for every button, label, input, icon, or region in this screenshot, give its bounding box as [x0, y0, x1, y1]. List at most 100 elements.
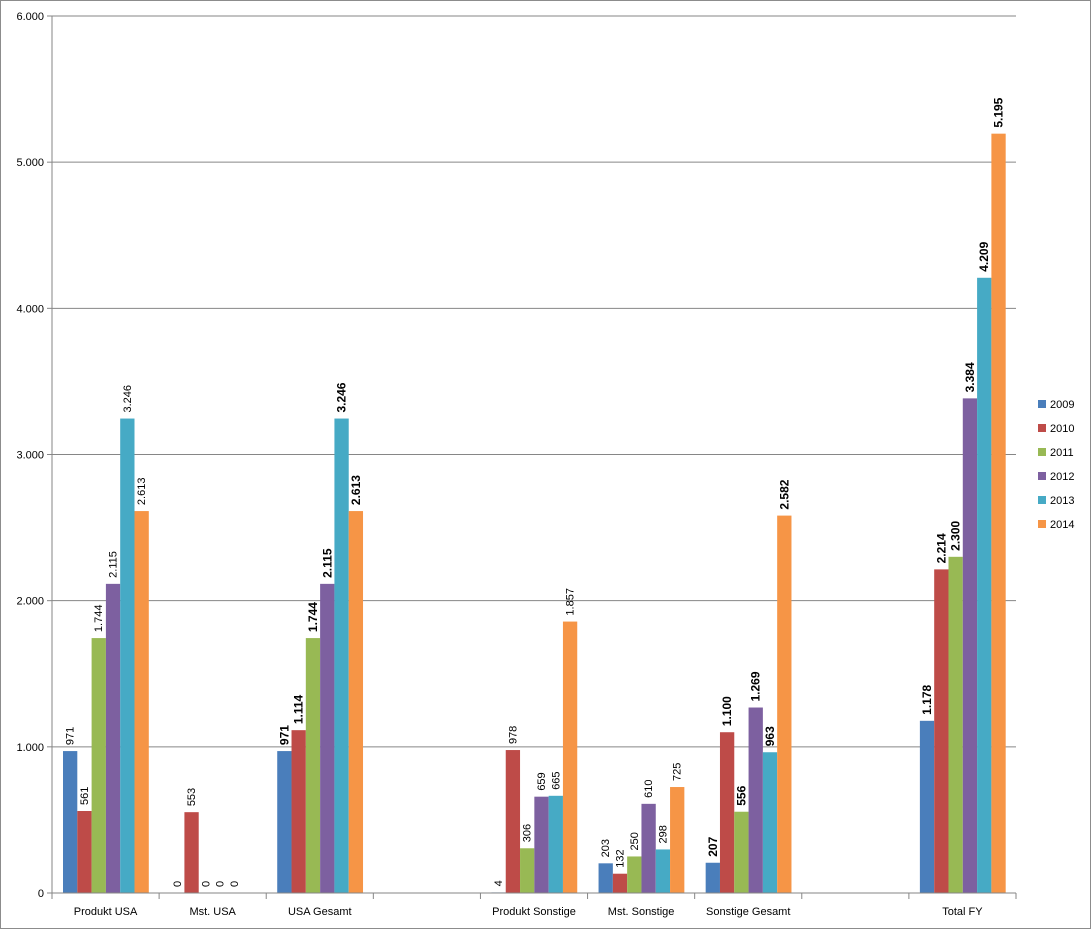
bar-series: [63, 133, 1006, 893]
data-label: 1.744: [93, 605, 105, 633]
bar-2009: [919, 720, 935, 893]
data-label: 971: [277, 725, 291, 745]
data-label: 2.115: [108, 551, 120, 578]
category-label: USA Gesamt: [288, 906, 352, 918]
data-label: 1.857: [565, 588, 577, 616]
bar-2010: [184, 812, 199, 893]
bar-2010: [291, 730, 306, 893]
bar-2009: [705, 862, 720, 893]
data-label: 0: [229, 881, 241, 887]
data-label: 1.178: [920, 684, 934, 714]
y-tick-label: 6.000: [16, 11, 44, 23]
data-label: 250: [629, 832, 641, 850]
legend-swatch-2013[interactable]: [1038, 496, 1046, 504]
category-label: Produkt USA: [74, 906, 138, 918]
y-tick-label: 1.000: [16, 742, 44, 754]
legend-swatch-2011[interactable]: [1038, 448, 1046, 456]
legend-label-2009[interactable]: 2009: [1050, 399, 1074, 411]
y-axis-ticks: 0 1.000 2.000 3.000 4.000 5.000 6.000: [16, 11, 44, 900]
legend-swatch-2012[interactable]: [1038, 472, 1046, 480]
data-label: 2.300: [949, 520, 963, 550]
y-tick-label: 0: [38, 888, 44, 900]
bar-2013: [120, 418, 135, 893]
bar-2012: [641, 803, 656, 893]
data-label: 1.114: [292, 694, 306, 724]
bar-2012: [962, 398, 978, 893]
bar-2013: [655, 849, 671, 893]
data-label: 5.195: [992, 97, 1006, 127]
data-label: 203: [600, 839, 612, 857]
legend-label-2010[interactable]: 2010: [1050, 423, 1074, 435]
data-label: 132: [615, 849, 627, 867]
data-label: 2.613: [349, 475, 363, 505]
data-label: 2.214: [934, 533, 948, 563]
bar-2011: [948, 556, 963, 893]
bar-2014: [777, 515, 792, 893]
y-tick-label: 5.000: [16, 157, 44, 169]
data-label: 0: [200, 881, 212, 887]
bar-2011: [305, 638, 321, 893]
data-label: 3.246: [335, 382, 349, 412]
data-labels: 971 0 971 4 203 207 1.178 561 553 1.114 978 132 1.10…: [65, 97, 1006, 887]
data-label: 971: [65, 727, 77, 745]
bar-2013: [977, 277, 992, 893]
bar-2013: [548, 795, 563, 893]
bar-2009: [598, 863, 613, 893]
bar-2013: [334, 418, 349, 893]
data-label: 298: [657, 825, 669, 843]
legend-swatch-2009[interactable]: [1038, 400, 1046, 408]
bar-2012: [534, 796, 549, 893]
bar-2014: [562, 621, 578, 893]
category-label: Mst. Sonstige: [608, 906, 675, 918]
legend-label-2013[interactable]: 2013: [1050, 495, 1074, 507]
category-label: Produkt Sonstige: [492, 906, 576, 918]
data-label: 2.613: [136, 478, 148, 506]
bar-2011: [734, 811, 749, 893]
data-label: 2.582: [777, 479, 791, 509]
bar-2010: [77, 811, 92, 893]
y-tick-label: 2.000: [16, 596, 44, 608]
category-label: Sonstige Gesamt: [706, 906, 790, 918]
bar-2012: [105, 583, 121, 893]
legend-swatch-2014[interactable]: [1038, 520, 1046, 528]
y-tick-label: 3.000: [16, 450, 44, 462]
legend-label-2014[interactable]: 2014: [1050, 519, 1074, 531]
bar-2012: [320, 583, 335, 893]
bar-2014: [348, 511, 364, 893]
bar-2014: [134, 511, 149, 893]
bar-2009: [277, 751, 292, 893]
data-label: 3.246: [122, 385, 134, 413]
data-label: 1.744: [306, 602, 320, 632]
bar-2013: [762, 752, 778, 893]
data-label: 1.269: [749, 671, 763, 701]
bar-2012: [748, 707, 763, 893]
data-label: 4: [493, 880, 505, 886]
bar-2010: [612, 873, 628, 893]
data-label: 1.100: [720, 696, 734, 726]
data-label: 963: [763, 726, 777, 746]
x-axis-categories: Produkt USA Mst. USA USA Gesamt Produkt Son…: [74, 906, 984, 918]
data-label: 556: [734, 785, 748, 805]
data-label: 561: [79, 787, 91, 805]
data-label: 725: [672, 763, 684, 781]
bar-2009: [63, 751, 78, 893]
bar-2010: [934, 569, 949, 893]
legend-swatch-2010[interactable]: [1038, 424, 1046, 432]
bar-2011: [91, 638, 106, 893]
data-label: 2.115: [320, 548, 334, 578]
legend[interactable]: 2009 2010 2011 2012 2013 2014: [1038, 399, 1074, 531]
gridlines: [52, 15, 1016, 748]
data-label: 0: [215, 881, 227, 887]
data-label: 306: [522, 824, 534, 842]
category-label: Mst. USA: [189, 906, 236, 918]
data-label: 0: [172, 881, 184, 887]
legend-label-2012[interactable]: 2012: [1050, 471, 1074, 483]
bar-2011: [627, 856, 642, 893]
legend-label-2011[interactable]: 2011: [1050, 447, 1074, 459]
bar-2014: [670, 787, 685, 893]
bar-2011: [520, 848, 535, 893]
bar-2014: [991, 133, 1006, 893]
y-tick-label: 4.000: [16, 303, 44, 315]
